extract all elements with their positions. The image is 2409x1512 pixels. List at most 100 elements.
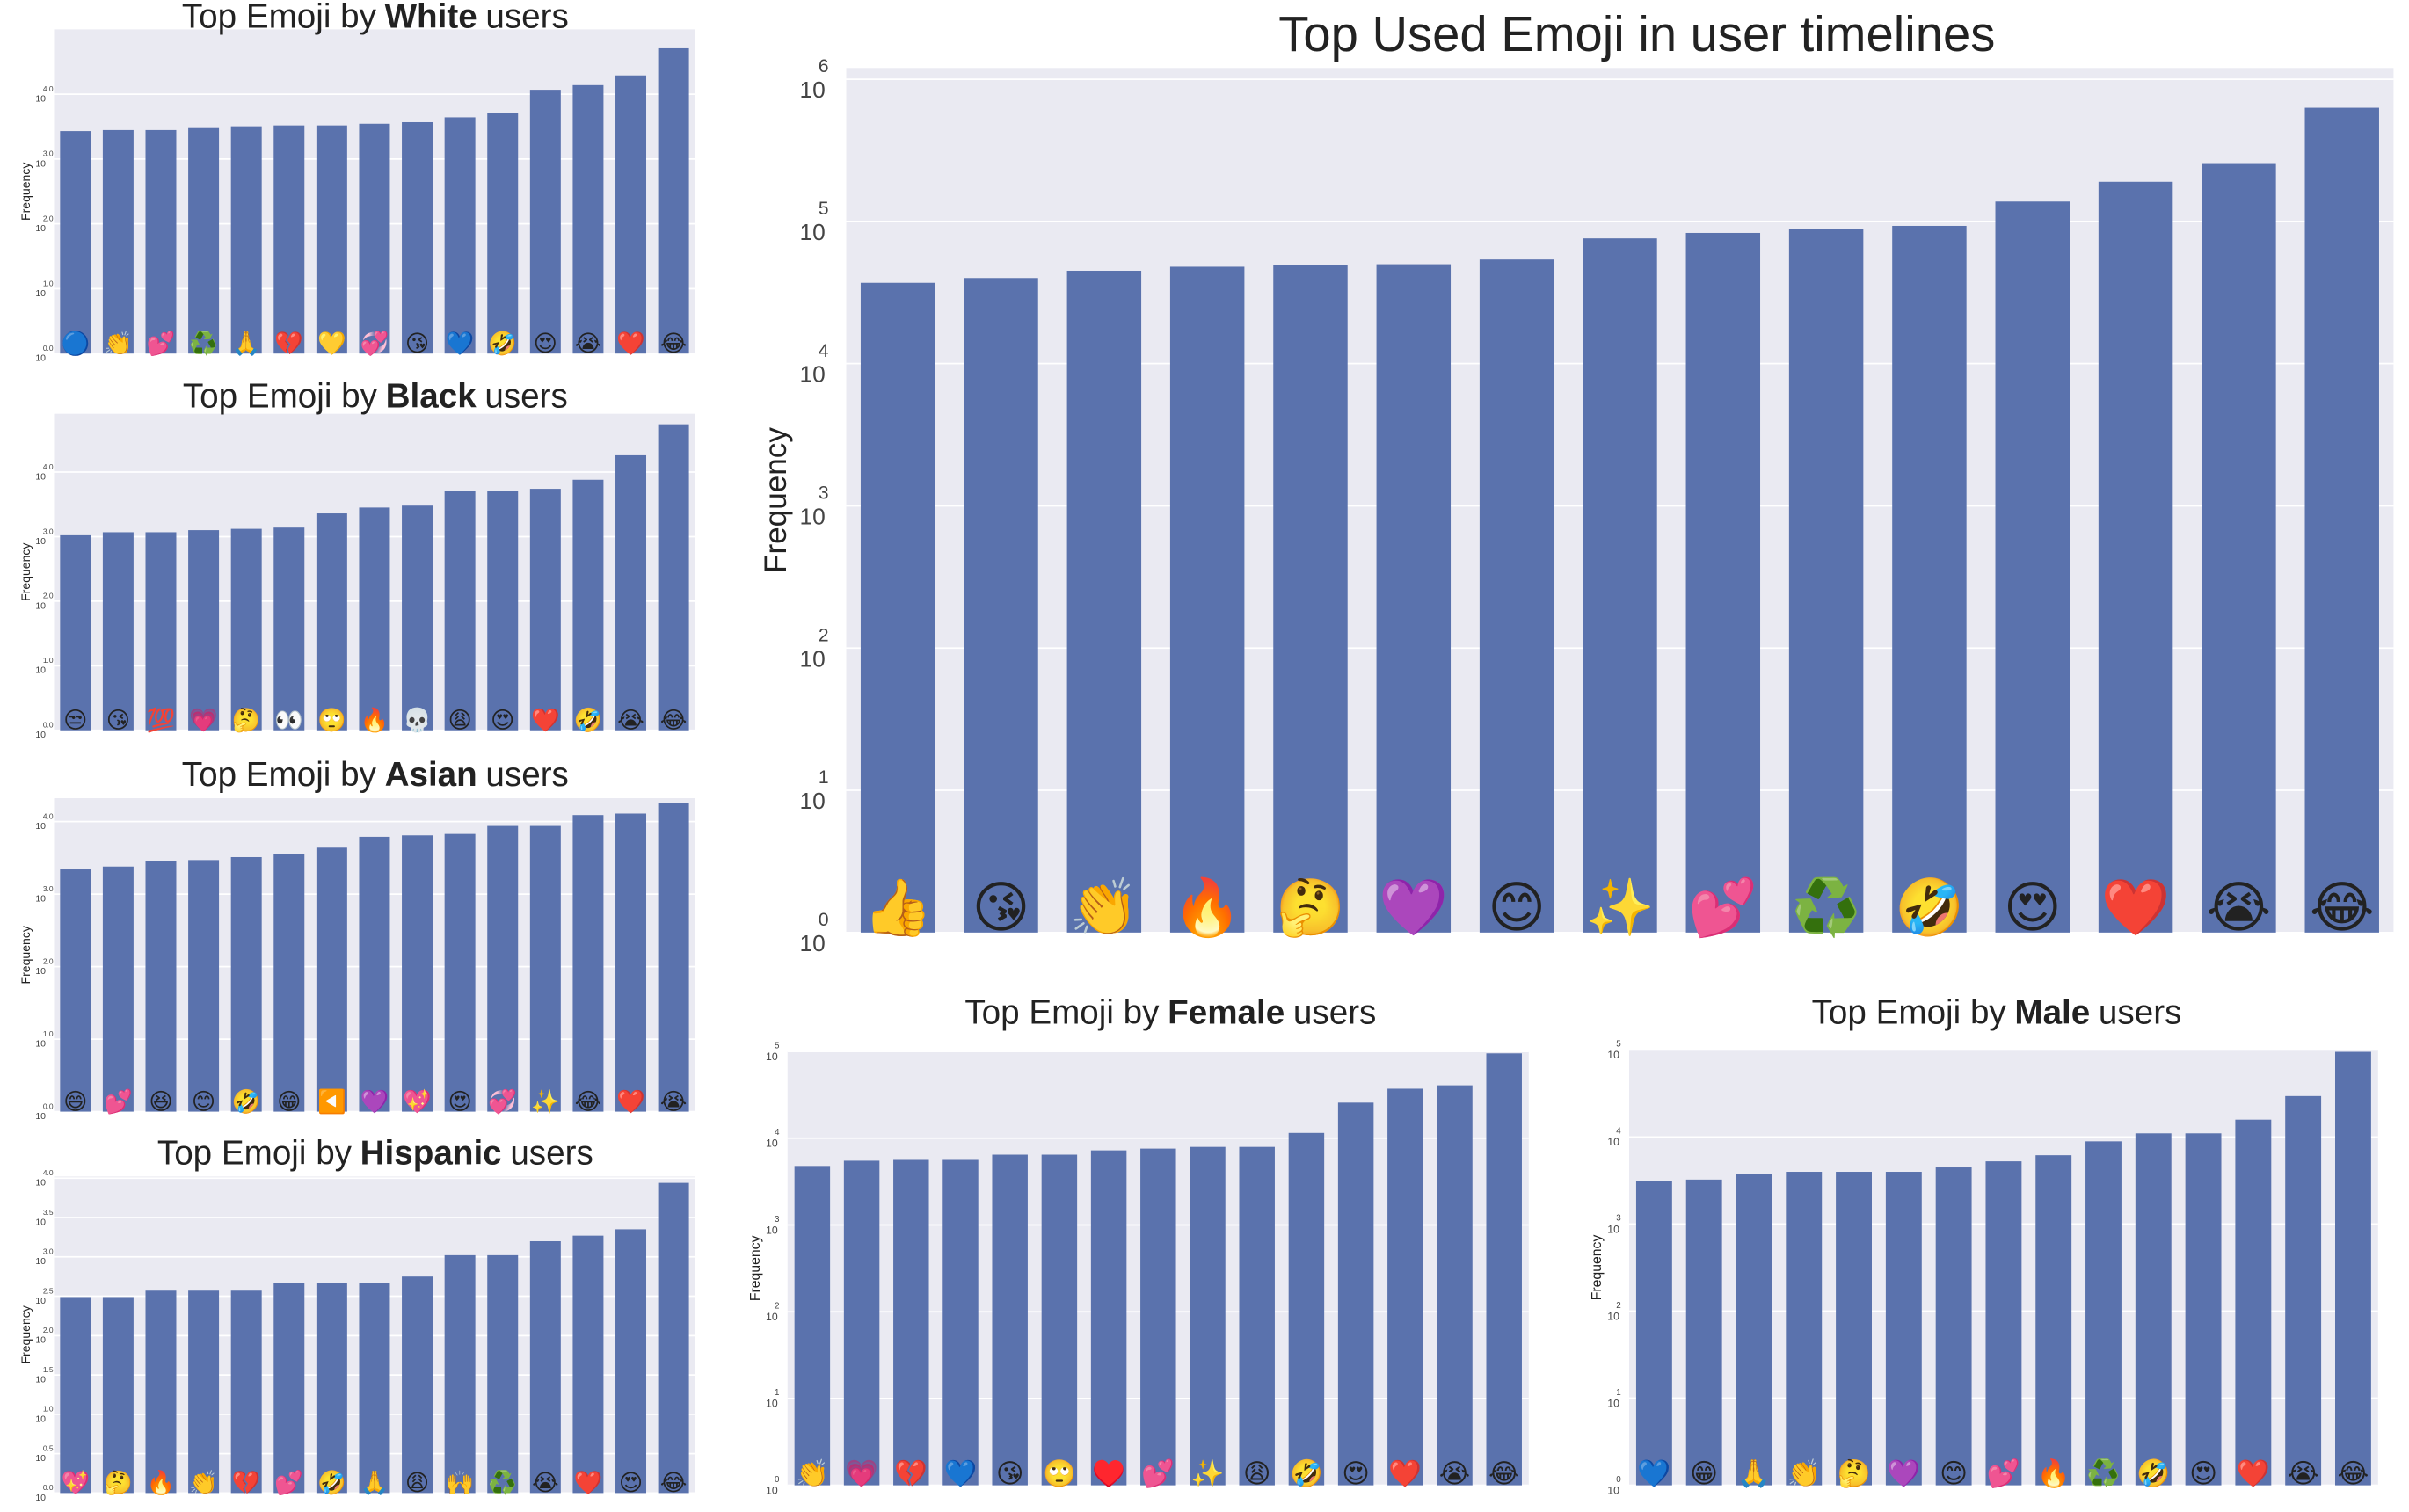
y-tick-label: 10 (1607, 1136, 1619, 1148)
x-tick-label: 💛 (317, 331, 346, 357)
bar (1736, 1174, 1772, 1486)
x-tick-label: ❤️ (531, 708, 560, 734)
bar (102, 1297, 134, 1494)
y-axis-label: Frequency (759, 427, 793, 573)
bar (1066, 270, 1142, 933)
bar (273, 125, 305, 354)
title-text: Top Emoji by (1812, 993, 2007, 1031)
x-tick-label: 💔 (894, 1458, 928, 1489)
x-tick-label: 🤣 (1893, 875, 1964, 942)
bar (188, 1290, 220, 1494)
bar (487, 491, 519, 731)
y-tick-exponent: 0 (819, 910, 829, 930)
x-tick-label: 😍 (534, 331, 557, 357)
y-tick-label: 10 (766, 1484, 778, 1496)
bar (2202, 163, 2276, 933)
x-tick-label: 💯 (147, 707, 176, 734)
y-tick-label: 10 (800, 788, 826, 814)
x-tick-label: 😭 (660, 1089, 688, 1116)
x-tick-label: 😘 (996, 1458, 1024, 1489)
bar (615, 1229, 647, 1494)
title-group: Hispanic (360, 1134, 502, 1172)
chart-title: Top Emoji by Female users (964, 993, 1376, 1031)
x-tick-label: 🙄 (1043, 1458, 1076, 1489)
x-tick-label: 🤣 (317, 1470, 346, 1498)
bar (1788, 229, 1864, 933)
bar (860, 282, 935, 933)
y-tick-exponent: 2 (1616, 1301, 1620, 1311)
y-tick-label: 10 (35, 288, 46, 299)
y-tick-label: 10 (800, 76, 826, 103)
x-tick-label: 👏 (1069, 875, 1139, 940)
x-tick-label: 👏 (1787, 1457, 1821, 1489)
bar (658, 803, 689, 1112)
y-axis-label: Frequency (18, 926, 33, 984)
x-tick-label: 🤔 (1276, 875, 1345, 940)
y-tick-exponent: 0 (1616, 1475, 1621, 1485)
bar (529, 489, 561, 731)
x-tick-label: 😭 (532, 1471, 559, 1497)
x-tick-label: 👏 (104, 330, 133, 357)
bar (658, 47, 689, 354)
x-tick-label: ❤️ (2101, 875, 2172, 940)
bar (658, 1182, 689, 1494)
x-tick-label: 💞 (360, 330, 389, 357)
x-tick-label: 🙏 (232, 331, 261, 357)
title-group: Asian (385, 756, 477, 794)
y-tick-exponent: 2.5 (43, 1286, 54, 1295)
bar (359, 507, 390, 731)
y-tick-exponent: 3.0 (43, 149, 54, 158)
y-tick-label: 10 (35, 665, 46, 676)
bar (1169, 266, 1245, 933)
y-tick-label: 10 (35, 1296, 46, 1306)
y-tick-exponent: 2.0 (43, 956, 54, 965)
bar (1041, 1154, 1078, 1486)
bar (1935, 1167, 1972, 1486)
bar (2185, 1133, 2222, 1486)
y-tick-label: 10 (35, 1453, 46, 1464)
bar (60, 534, 91, 731)
x-tick-label: 😁 (1690, 1458, 1718, 1489)
bar (1583, 238, 1657, 933)
y-tick-label: 10 (35, 600, 46, 611)
bar (2334, 1051, 2371, 1486)
bar (1273, 265, 1348, 933)
y-tick-label: 10 (766, 1398, 778, 1410)
x-tick-label: 😂 (575, 1089, 602, 1116)
bar (60, 131, 91, 354)
x-tick-label: 💖 (403, 1088, 432, 1116)
x-tick-label: 💕 (147, 330, 176, 357)
x-tick-label: 💗 (189, 708, 218, 734)
x-tick-label: ❤️ (1388, 1458, 1422, 1489)
x-tick-label: 😍 (491, 708, 514, 734)
x-tick-label: 😂 (1488, 1458, 1519, 1489)
y-tick-exponent: 1.0 (43, 656, 54, 665)
y-tick-label: 10 (35, 1039, 46, 1050)
x-tick-label: 👏 (189, 1470, 218, 1497)
x-tick-label: 💙 (944, 1458, 978, 1489)
bar (1786, 1172, 1823, 1486)
x-tick-label: 😭 (575, 331, 602, 357)
x-tick-label: 😊 (192, 1089, 215, 1116)
bar (572, 479, 604, 731)
x-tick-label: 👏 (796, 1457, 829, 1489)
x-tick-label: 😭 (1439, 1458, 1470, 1489)
x-tick-label: 😒 (63, 708, 87, 734)
x-tick-label: 😁 (277, 1089, 301, 1116)
title-end: users (2099, 993, 2181, 1031)
y-tick-label: 10 (35, 1335, 46, 1346)
chart-title: Top Emoji by Asian users (182, 756, 569, 794)
x-tick-label: ♻️ (1792, 875, 1861, 940)
bar (444, 833, 476, 1112)
bar (2085, 1141, 2122, 1486)
bar (402, 505, 433, 731)
bar (1387, 1088, 1423, 1486)
x-tick-label: 😊 (1940, 1458, 1968, 1489)
bar (359, 123, 390, 354)
bar (316, 847, 347, 1112)
x-tick-label: 💞 (488, 1088, 517, 1116)
bar (230, 1290, 262, 1494)
y-tick-label: 10 (35, 1178, 46, 1189)
bar (615, 75, 647, 354)
x-tick-label: ❤️ (574, 1471, 603, 1497)
